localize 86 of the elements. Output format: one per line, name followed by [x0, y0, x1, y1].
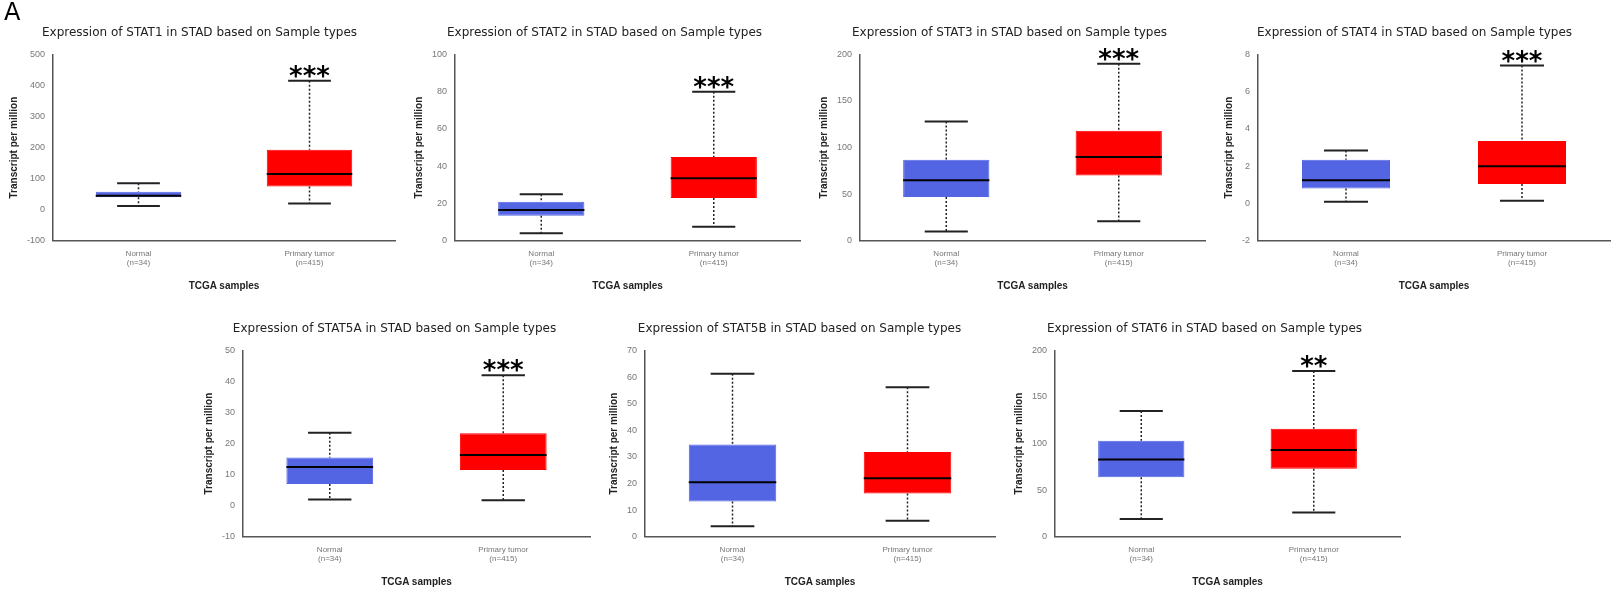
y-tick-label: 20	[437, 198, 448, 208]
y-tick-label: 100	[431, 48, 448, 59]
y-tick-label: 50	[1037, 484, 1048, 495]
y-axis-title: Transcript per million	[1012, 392, 1024, 495]
x-tick-label: Normal (n=34)	[316, 544, 343, 564]
x-axis-title: TCGA samples	[997, 279, 1069, 291]
y-axis-title: Transcript per million	[607, 392, 619, 495]
y-tick-label: 20	[627, 478, 638, 489]
y-tick-label: 40	[627, 424, 638, 435]
x-axis-title: TCGA samples	[381, 575, 453, 587]
y-tick-label: 40	[224, 375, 236, 386]
y-axis-title: Transcript per million	[1222, 96, 1234, 199]
y-tick-label: 10	[627, 504, 638, 515]
x-axis-title: TCGA samples	[1398, 279, 1470, 291]
y-tick-label: 80	[437, 86, 448, 97]
y-tick-label: 100	[1031, 438, 1048, 449]
y-tick-label: 0	[1042, 531, 1048, 542]
chart-title: Expression of STAT4 in STAD based on Sample types	[1256, 25, 1573, 40]
x-tick-label: Primary tumor (n=415)	[1288, 544, 1340, 564]
y-tick-label: 60	[437, 123, 448, 134]
annotation: **	[1300, 350, 1328, 381]
y-tick-label: 300	[29, 111, 46, 122]
x-tick-label: Normal (n=34)	[1333, 248, 1360, 268]
y-tick-label: 40	[437, 160, 448, 171]
x-axis-title: TCGA samples	[1192, 575, 1264, 587]
y-tick-label: 50	[627, 398, 638, 409]
y-tick-label: 500	[29, 48, 46, 59]
x-axis-title: TCGA samples	[188, 279, 260, 291]
x-tick-label: Primary tumor (n=415)	[882, 544, 933, 564]
chart-title: Expression of STAT5A in STAD based on Sample types	[232, 321, 557, 336]
y-tick-label: 8	[1244, 48, 1250, 59]
y-tick-label: 200	[836, 48, 853, 59]
annotation: ***	[1098, 43, 1140, 74]
y-tick-label: 0	[847, 235, 853, 246]
y-tick-label: 0	[229, 500, 236, 511]
x-axis-title: TCGA samples	[592, 279, 664, 291]
chart-title: Expression of STAT5B in STAD based on Sample types	[637, 321, 962, 336]
chart-title: Expression of STAT3 in STAD based on Sample types	[851, 25, 1168, 40]
y-tick-label: -100	[27, 235, 46, 246]
y-tick-label: 10	[224, 469, 236, 480]
y-axis-title: Transcript per million	[412, 96, 424, 199]
annotation: ***	[1501, 45, 1543, 76]
annotation: ***	[482, 355, 525, 386]
y-axis-title: Transcript per million	[7, 96, 19, 199]
y-tick-label: 4	[1244, 123, 1250, 134]
x-tick-label: Primary tumor (n=415)	[478, 544, 529, 564]
x-tick-label: Normal (n=34)	[933, 248, 960, 268]
annotation: ***	[693, 71, 735, 102]
y-tick-label: 100	[29, 173, 46, 184]
y-tick-label: -2	[1241, 235, 1250, 246]
y-tick-label: -10	[221, 531, 236, 542]
annotation: ***	[289, 60, 331, 91]
y-tick-label: 0	[632, 531, 638, 542]
y-tick-label: 0	[442, 235, 448, 246]
y-tick-label: 50	[224, 344, 236, 355]
x-tick-label: Primary tumor (n=415)	[1093, 248, 1145, 268]
x-tick-label: Primary tumor (n=415)	[688, 248, 740, 268]
y-tick-label: 100	[836, 142, 853, 153]
y-tick-label: 400	[29, 79, 46, 90]
y-tick-label: 150	[1031, 391, 1048, 402]
y-tick-label: 200	[29, 142, 46, 153]
y-tick-label: 20	[224, 438, 236, 449]
y-tick-label: 30	[627, 451, 638, 462]
y-tick-label: 200	[1031, 344, 1048, 355]
x-tick-label: Primary tumor (n=415)	[1496, 248, 1548, 268]
y-tick-label: 30	[224, 407, 236, 418]
y-tick-label: 6	[1244, 86, 1250, 97]
chart-title: Expression of STAT1 in STAD based on Sample types	[41, 25, 358, 40]
y-tick-label: 60	[627, 371, 638, 382]
x-axis-title: TCGA samples	[784, 575, 856, 587]
y-tick-label: 0	[40, 204, 46, 215]
y-tick-label: 70	[627, 344, 638, 355]
x-tick-label: Primary tumor (n=415)	[284, 248, 335, 268]
y-tick-label: 0	[1244, 198, 1250, 208]
y-tick-label: 50	[842, 188, 853, 199]
x-tick-label: Normal (n=34)	[528, 248, 555, 268]
y-axis-title: Transcript per million	[202, 392, 214, 495]
y-tick-label: 2	[1244, 160, 1250, 171]
x-tick-label: Normal (n=34)	[719, 544, 746, 564]
text: A	[4, 0, 21, 27]
chart-title: Expression of STAT2 in STAD based on Sample types	[446, 25, 763, 40]
y-tick-label: 150	[836, 95, 853, 106]
y-axis-title: Transcript per million	[817, 96, 829, 199]
x-tick-label: Normal (n=34)	[125, 248, 152, 268]
x-tick-label: Normal (n=34)	[1128, 544, 1155, 564]
chart-title: Expression of STAT6 in STAD based on Sample types	[1046, 321, 1363, 336]
